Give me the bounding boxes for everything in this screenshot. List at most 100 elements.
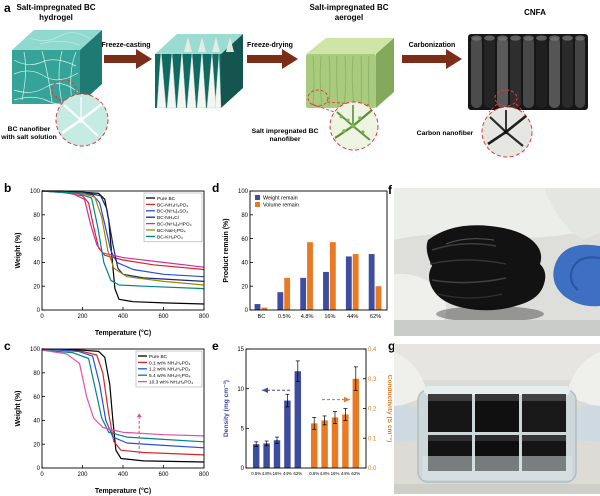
svg-text:44%: 44% <box>283 471 292 476</box>
svg-text:200: 200 <box>77 314 88 320</box>
svg-text:400: 400 <box>118 472 129 478</box>
svg-text:Temperature (°C): Temperature (°C) <box>95 487 151 495</box>
process-schematic <box>12 30 588 158</box>
svg-text:4.8%: 4.8% <box>320 471 330 476</box>
svg-text:60: 60 <box>33 237 40 243</box>
inset-salt-bc-nanofiber-graphic <box>329 101 379 151</box>
svg-text:BC: BC <box>258 314 266 320</box>
svg-text:10: 10 <box>237 387 244 393</box>
carbonization-arrow <box>402 49 462 69</box>
zoom-circle-hydrogel <box>51 79 77 101</box>
svg-text:100: 100 <box>238 189 249 195</box>
svg-text:15: 15 <box>237 347 244 353</box>
svg-text:0.1: 0.1 <box>368 436 377 442</box>
svg-text:Weight (%): Weight (%) <box>15 390 22 426</box>
svg-text:40: 40 <box>241 261 248 267</box>
svg-text:Density (mg cm⁻³): Density (mg cm⁻³) <box>223 380 230 437</box>
svg-text:62%: 62% <box>293 471 302 476</box>
svg-text:0.4: 0.4 <box>368 347 377 353</box>
svg-text:BC-KH₂PO₄: BC-KH₂PO₄ <box>157 234 183 240</box>
svg-text:Pure BC: Pure BC <box>157 196 176 202</box>
panel-label-c: c <box>4 339 11 353</box>
cnfa-stack <box>426 225 546 322</box>
svg-text:0: 0 <box>40 472 44 478</box>
svg-text:0.5%: 0.5% <box>309 471 319 476</box>
panel-label-d: d <box>212 181 220 195</box>
schematic-title-aerogel: Salt-impregnated BC aerogel <box>309 3 389 22</box>
aerogel-block-graphic <box>306 38 394 108</box>
svg-text:16%: 16% <box>331 471 340 476</box>
svg-text:44%: 44% <box>341 471 350 476</box>
svg-text:5.4 wt% NH₄H₂PO₄: 5.4 wt% NH₄H₂PO₄ <box>149 373 191 379</box>
zoom-circle-cnfa <box>494 89 518 107</box>
svg-text:62%: 62% <box>351 471 360 476</box>
svg-text:62%: 62% <box>370 314 381 320</box>
svg-text:20: 20 <box>33 284 40 290</box>
panel-label-g: g <box>388 339 396 353</box>
svg-text:60: 60 <box>241 237 248 243</box>
svg-text:BC-(NH₄)₂HPO₄: BC-(NH₄)₂HPO₄ <box>157 222 192 228</box>
chart-panel-c: 0 20 40 60 80 100 0 200 400 600 800 Temperature (°C… <box>15 347 210 495</box>
svg-text:0: 0 <box>37 466 41 472</box>
svg-text:0.1 wt% NH₄H₂PO₄: 0.1 wt% NH₄H₂PO₄ <box>149 360 191 366</box>
hydrogel-cube-graphic <box>12 30 102 105</box>
svg-text:100: 100 <box>30 189 41 195</box>
svg-text:1.2 wt% NH₄H₂PO₄: 1.2 wt% NH₄H₂PO₄ <box>149 367 191 373</box>
cnfa-block-graphic <box>468 34 588 110</box>
freeze-casting-arrow <box>104 49 152 69</box>
arrow-label-freeze-casting: Freeze-casting <box>101 42 151 49</box>
svg-text:Product remain (%): Product remain (%) <box>223 218 230 282</box>
svg-text:600: 600 <box>158 314 169 320</box>
svg-text:600: 600 <box>158 472 169 478</box>
svg-text:80: 80 <box>33 213 40 219</box>
svg-text:800: 800 <box>199 314 210 320</box>
svg-text:0: 0 <box>245 308 249 314</box>
svg-text:BC-(NH₄)₂SO₄: BC-(NH₄)₂SO₄ <box>157 209 188 215</box>
blue-glove <box>553 244 600 307</box>
panel-label-b: b <box>4 181 12 195</box>
svg-text:200: 200 <box>77 472 88 478</box>
svg-text:16%: 16% <box>324 314 335 320</box>
svg-text:80: 80 <box>241 213 248 219</box>
svg-text:0.5%: 0.5% <box>251 471 261 476</box>
svg-text:4.8%: 4.8% <box>301 314 314 320</box>
density-conductivity-chart-host: 0 5 10 15 0.0 0.1 0.2 0.3 0.4 0.5% 4.8% 16% 44% 62% 0.… <box>220 344 393 496</box>
panel-label-e: e <box>212 339 219 353</box>
freeze-cast-cube-graphic <box>155 34 243 109</box>
zoom-circle-aerogel <box>307 89 329 107</box>
arrow-label-freeze-drying: Freeze-drying <box>247 42 293 49</box>
svg-text:40: 40 <box>33 261 40 267</box>
chart-panel-d: 0 20 40 60 80 100 BC 0.5% 4.8% 16% 44% 62% Weight re… <box>223 189 388 320</box>
freeze-drying-arrow <box>247 49 298 69</box>
svg-text:0.5%: 0.5% <box>278 314 291 320</box>
inset-bc-nanofiber-graphic <box>55 93 109 147</box>
svg-text:800: 800 <box>199 472 210 478</box>
svg-text:0: 0 <box>241 466 245 472</box>
arrow-label-carbonization: Carbonization <box>408 42 456 49</box>
plastic-container <box>417 386 577 483</box>
inset-label-carbon-nanofiber: Carbon nanofiber <box>416 130 474 137</box>
svg-text:100: 100 <box>30 347 41 353</box>
svg-text:20: 20 <box>241 284 248 290</box>
svg-text:Weight remain: Weight remain <box>263 196 298 202</box>
svg-text:20: 20 <box>33 442 40 448</box>
photo-cnfa-container <box>394 344 600 494</box>
schematic-title-hydrogel: Salt-impregnated BC hydrogel <box>16 3 96 22</box>
inset-label-bc-nanofiber: BC nanofiber with salt solution <box>1 126 57 142</box>
svg-text:0.2: 0.2 <box>368 407 377 413</box>
svg-text:BC-NH₄Cl: BC-NH₄Cl <box>157 215 179 221</box>
panel-label-a: a <box>4 1 11 15</box>
svg-text:Weight (%): Weight (%) <box>15 232 22 268</box>
svg-text:10.3 wt% NH₄H₂PO₄: 10.3 wt% NH₄H₂PO₄ <box>149 380 193 386</box>
schematic-title-cnfa: CNFA <box>524 8 546 17</box>
svg-text:5: 5 <box>241 427 245 433</box>
svg-text:40: 40 <box>33 419 40 425</box>
svg-text:0: 0 <box>37 308 41 314</box>
inset-carbon-nanofiber-graphic <box>481 106 533 158</box>
svg-text:Volume remain: Volume remain <box>263 203 299 209</box>
svg-text:0: 0 <box>40 314 44 320</box>
svg-text:44%: 44% <box>347 314 358 320</box>
product-remain-chart-host: 0 20 40 60 80 100 BC 0.5% 4.8% 16% 44% 62% Weight re… <box>220 186 392 338</box>
